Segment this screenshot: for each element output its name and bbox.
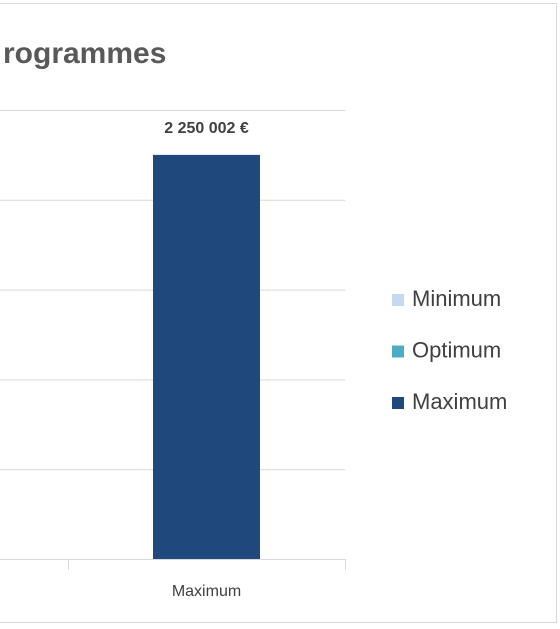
bar: [153, 154, 260, 559]
legend-swatch: [392, 294, 404, 306]
data-label: 2 250 002 €: [164, 120, 249, 137]
x-tick-label: Maximum: [172, 583, 241, 600]
legend-swatch: [392, 397, 404, 409]
legend-label: Maximum: [412, 389, 507, 414]
legend-swatch: [392, 345, 404, 358]
chart-title: rogrammes: [3, 37, 166, 70]
legend-label: Minimum: [412, 286, 501, 311]
legend-label: Optimum: [412, 337, 501, 362]
